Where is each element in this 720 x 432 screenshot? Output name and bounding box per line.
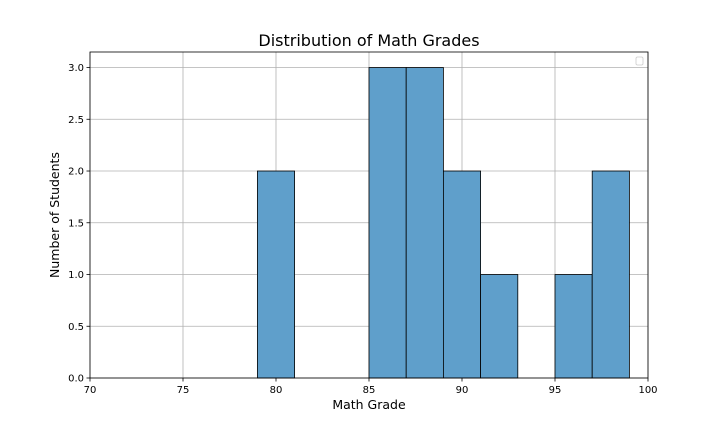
bars (256, 67, 630, 379)
legend (635, 56, 644, 66)
y-axis-label: Number of Students (47, 152, 62, 278)
y-tick-label: 1.5 (68, 218, 84, 229)
histogram-bar (405, 67, 444, 379)
histogram-bar (591, 170, 630, 379)
y-tick-label: 0.5 (68, 322, 84, 333)
x-tick-label: 95 (549, 385, 562, 396)
x-tick-label: 75 (177, 385, 190, 396)
x-tick-label: 80 (270, 385, 283, 396)
histogram-bar (554, 274, 593, 379)
x-axis-ticks: 70 75 80 85 90 95 100 (84, 378, 658, 396)
y-tick-label: 1.0 (68, 270, 84, 281)
chart-title: Distribution of Math Grades (258, 31, 479, 50)
y-tick-label: 2.0 (68, 167, 84, 178)
x-tick-label: 90 (456, 385, 469, 396)
histogram-bar (256, 170, 295, 379)
x-tick-label: 85 (363, 385, 376, 396)
y-axis-ticks: 0.0 0.5 1.0 1.5 2.0 2.5 3.0 (68, 63, 90, 385)
x-tick-label: 100 (638, 385, 657, 396)
histogram-bar (442, 170, 481, 379)
y-tick-label: 3.0 (68, 63, 84, 74)
x-axis-label: Math Grade (332, 397, 406, 412)
y-tick-label: 2.5 (68, 115, 84, 126)
y-tick-label: 0.0 (68, 374, 84, 385)
histogram-bar (480, 274, 519, 379)
histogram-bar (368, 67, 407, 379)
x-tick-label: 70 (84, 385, 97, 396)
